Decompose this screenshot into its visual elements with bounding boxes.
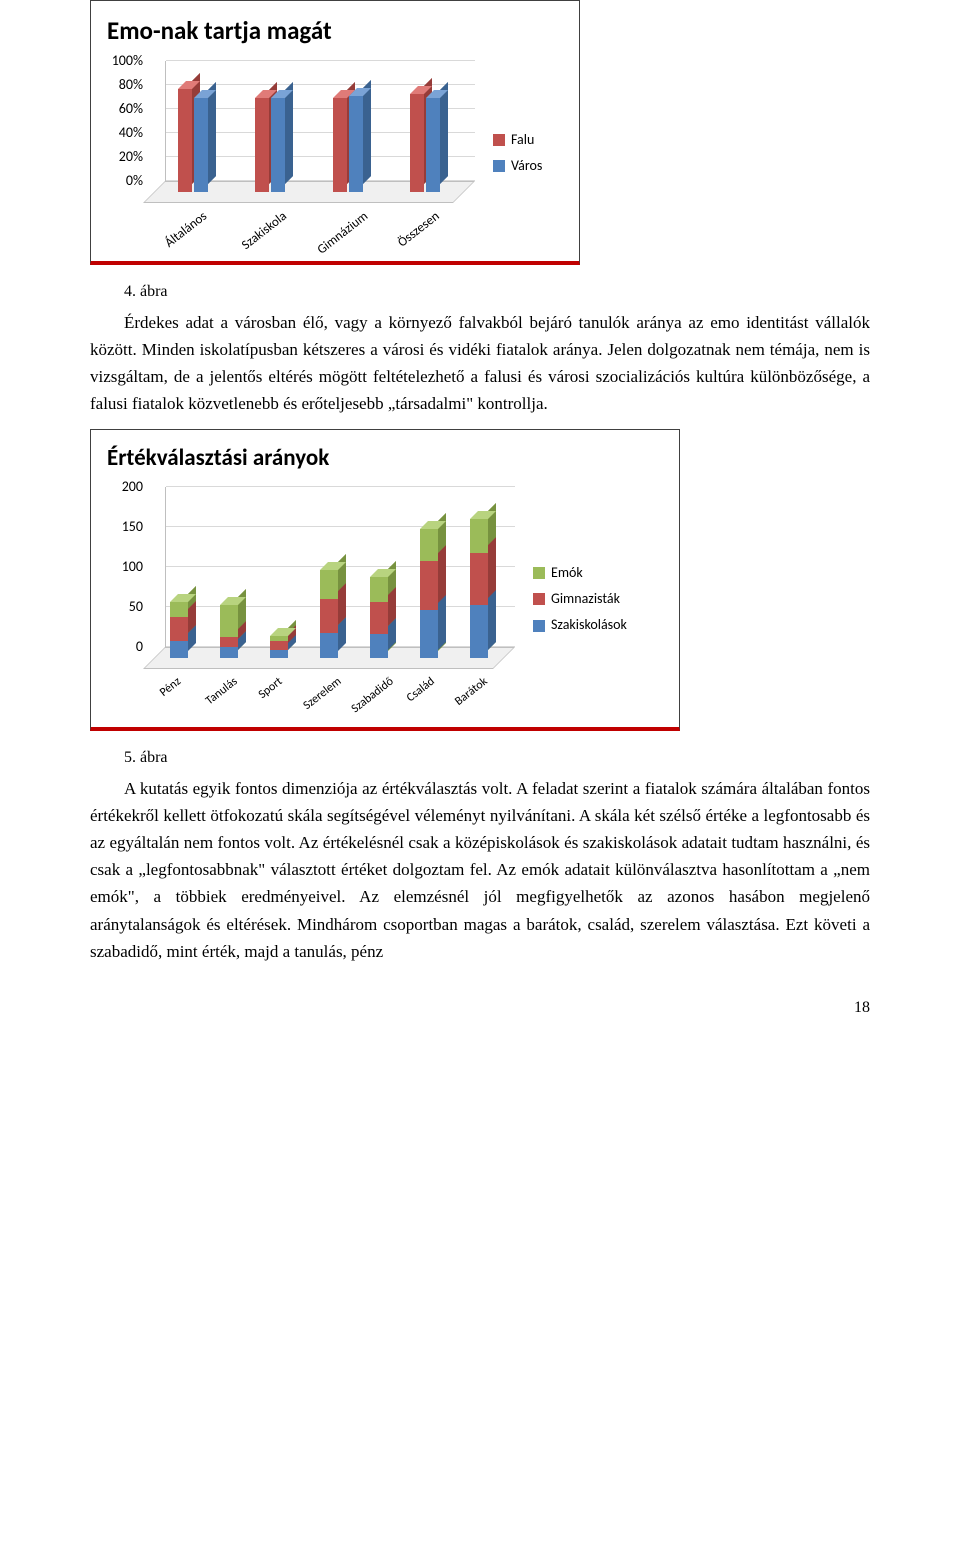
chart2-title: Értékválasztási arányok <box>103 440 667 483</box>
figure4-caption: 4. ábra <box>124 279 870 305</box>
chart-emo-identity: Emo-nak tartja magát 0%20%40%60%80%100%Á… <box>90 0 580 265</box>
chart2-legend: Emók Gimnazisták Szakiskolások <box>533 558 627 641</box>
paragraph-2: A kutatás egyik fontos dimenziója az ért… <box>90 775 870 965</box>
legend-item: Emók <box>533 562 627 584</box>
legend-item: Szakiskolások <box>533 614 627 636</box>
page-number: 18 <box>90 995 870 1021</box>
figure5-caption: 5. ábra <box>124 745 870 771</box>
chart2-plot: 050100150200PénzTanulásSportSzerelemSzab… <box>103 483 513 715</box>
legend-item: Város <box>493 155 542 177</box>
chart-value-selection: Értékválasztási arányok 050100150200Pénz… <box>90 429 680 731</box>
paragraph-1: Érdekes adat a városban élő, vagy a körn… <box>90 309 870 418</box>
chart1-legend: Falu Város <box>493 125 542 182</box>
legend-item: Gimnazisták <box>533 588 627 610</box>
chart1-plot: 0%20%40%60%80%100%ÁltalánosSzakiskolaGim… <box>103 57 473 249</box>
chart1-title: Emo-nak tartja magát <box>103 11 567 57</box>
legend-item: Falu <box>493 129 542 151</box>
